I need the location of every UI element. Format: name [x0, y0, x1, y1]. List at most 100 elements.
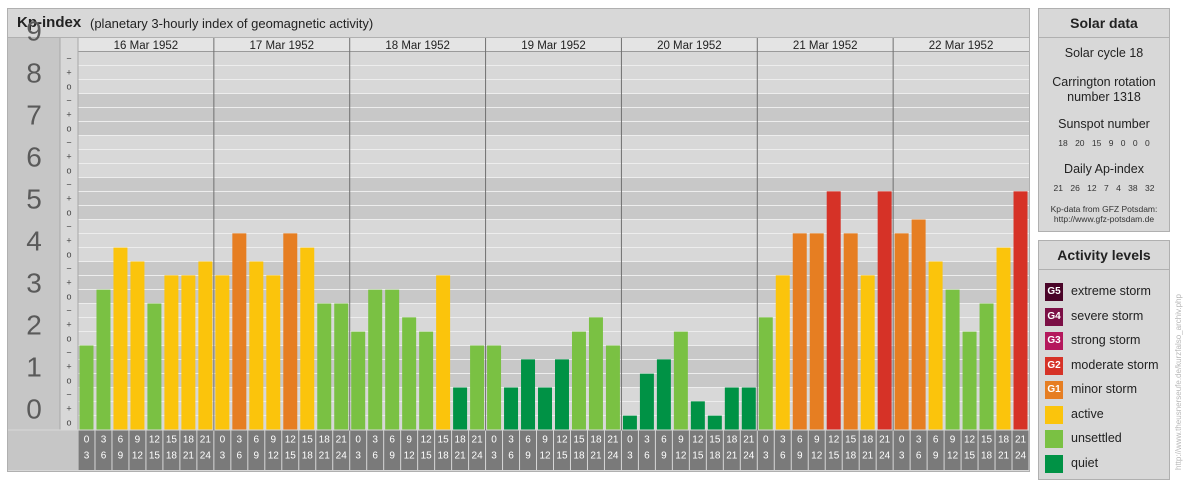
kp-bar [504, 387, 519, 430]
y-tick-label: 5 [26, 184, 42, 215]
interval-end-label: 18 [709, 451, 721, 462]
interval-cell [995, 430, 1012, 470]
y-minor-mark: − [66, 348, 71, 358]
kp-bar [656, 359, 671, 430]
interval-start-label: 9 [678, 435, 684, 446]
legend-swatch: G3 [1045, 332, 1063, 350]
legend-label: active [1071, 406, 1104, 421]
y-minor-mark: + [66, 404, 71, 414]
interval-end-label: 12 [132, 451, 144, 462]
interval-cell [129, 430, 146, 470]
kp-band-bg [78, 177, 1029, 220]
kp-bar [979, 303, 994, 430]
interval-start-label: 18 [455, 435, 467, 446]
kp-bar [860, 275, 875, 430]
kp-bar [792, 233, 807, 430]
y-tick-label: 9 [26, 16, 42, 47]
interval-start-label: 21 [607, 435, 619, 446]
interval-start-label: 0 [763, 435, 769, 446]
chart-title-bar: Kp-index (planetary 3-hourly index of ge… [8, 9, 1029, 38]
legend-label: minor storm [1071, 382, 1137, 396]
interval-end-label: 12 [539, 451, 551, 462]
interval-start-label: 15 [166, 435, 178, 446]
y-tick-label: 7 [26, 100, 42, 131]
y-minor-mark: − [66, 306, 71, 316]
y-minor-mark: o [66, 82, 71, 92]
interval-cell [231, 430, 248, 470]
interval-cell [112, 430, 129, 470]
interval-cell [808, 430, 825, 470]
interval-cell [282, 430, 299, 470]
interval-cell [367, 430, 384, 470]
interval-start-label: 15 [981, 435, 993, 446]
kp-chart-panel: Kp-index (planetary 3-hourly index of ge… [7, 8, 1030, 472]
interval-end-label: 21 [319, 451, 331, 462]
y-minor-mark: + [66, 362, 71, 372]
interval-start-label: 9 [814, 435, 820, 446]
interval-end-label: 9 [389, 451, 395, 462]
y-minor-mark: − [66, 54, 71, 64]
interval-cell [316, 430, 333, 470]
interval-end-label: 9 [933, 451, 939, 462]
kp-bar [588, 317, 603, 430]
y-minor-mark: o [66, 418, 71, 428]
ap-title: Daily Ap-index [1064, 162, 1144, 176]
interval-start-label: 3 [237, 435, 243, 446]
kp-bar [147, 303, 162, 430]
y-minor-mark: o [66, 376, 71, 386]
kp-bar [605, 345, 620, 430]
interval-cell [554, 430, 570, 470]
y-minor-mark: − [66, 138, 71, 148]
interval-cell [791, 430, 808, 470]
kp-bar [334, 303, 349, 430]
interval-start-label: 21 [336, 435, 348, 446]
interval-start-label: 0 [355, 435, 361, 446]
interval-start-label: 3 [372, 435, 378, 446]
interval-strip-corner [8, 430, 78, 470]
kp-bar [470, 345, 485, 430]
interval-cell [893, 430, 910, 470]
kp-bar [164, 275, 179, 430]
interval-cell [265, 430, 282, 470]
interval-start-label: 0 [84, 435, 90, 446]
interval-cell [638, 430, 655, 470]
sunspot-values: 18 20 15 9 0 0 0 [1058, 138, 1150, 148]
interval-start-label: 6 [254, 435, 260, 446]
y-minor-mark: − [66, 222, 71, 232]
interval-start-label: 12 [556, 435, 568, 446]
y-minor-mark: o [66, 250, 71, 260]
interval-start-label: 18 [862, 435, 874, 446]
interval-start-label: 0 [899, 435, 905, 446]
interval-cell [876, 430, 893, 470]
interval-start-label: 12 [964, 435, 976, 446]
interval-start-label: 21 [743, 435, 755, 446]
kp-bar [775, 275, 790, 430]
day-label: 21 Mar 1952 [793, 40, 858, 52]
interval-cell [1012, 430, 1029, 470]
interval-cell [537, 430, 553, 470]
interval-end-label: 24 [743, 451, 755, 462]
interval-end-label: 3 [355, 451, 361, 462]
interval-cell [689, 430, 706, 470]
interval-end-label: 6 [644, 451, 650, 462]
interval-end-label: 9 [797, 451, 803, 462]
interval-cell [706, 430, 723, 470]
interval-end-label: 24 [879, 451, 891, 462]
kp-bar [962, 331, 977, 430]
day-label: 20 Mar 1952 [657, 40, 722, 52]
legend-label: severe storm [1071, 308, 1144, 323]
y-tick-label: 1 [26, 352, 42, 383]
interval-start-label: 12 [285, 435, 297, 446]
interval-end-label: 3 [627, 451, 633, 462]
interval-cell [587, 430, 604, 470]
kp-bar [741, 387, 756, 430]
interval-cell [503, 430, 520, 470]
interval-end-label: 24 [472, 451, 484, 462]
interval-end-label: 3 [763, 451, 769, 462]
interval-start-label: 9 [271, 435, 277, 446]
interval-start-label: 0 [627, 435, 633, 446]
interval-start-label: 12 [421, 435, 433, 446]
legend-item: unsettled [1045, 430, 1169, 450]
interval-cell [78, 430, 95, 470]
solar-data-box: Solar data Solar cycle 18 Carrington rot… [1038, 8, 1170, 232]
